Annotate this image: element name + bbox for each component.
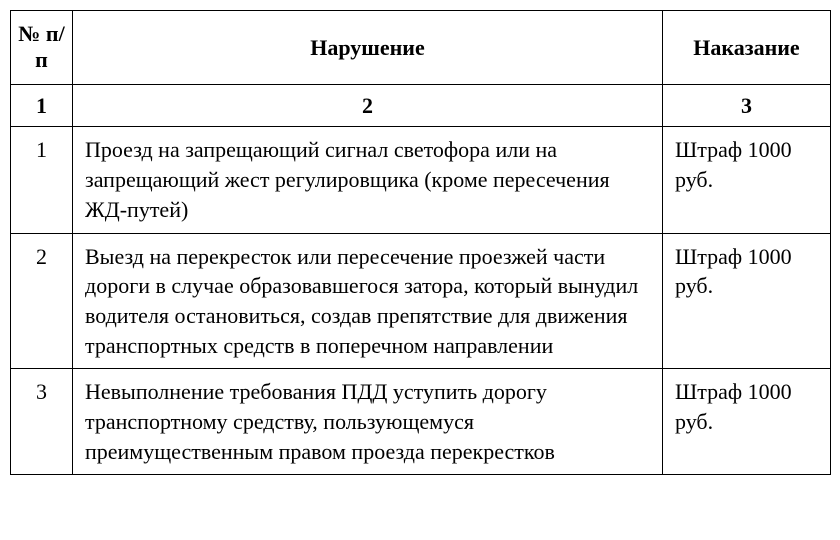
violations-table: № п/п Нарушение Наказание 1 2 3 1 Проезд… <box>10 10 831 475</box>
cell-violation: Проезд на запрещающий сигнал светофора и… <box>73 127 663 233</box>
cell-number: 2 <box>11 233 73 369</box>
cell-violation: Невыполнение требования ПДД уступить дор… <box>73 369 663 475</box>
cell-violation: Выезд на перекресток или пересечение про… <box>73 233 663 369</box>
header-violation: Нарушение <box>73 11 663 85</box>
table-row: 3 Невыполнение требования ПДД уступить д… <box>11 369 831 475</box>
subheader-number: 1 <box>11 84 73 127</box>
subheader-violation: 2 <box>73 84 663 127</box>
cell-penalty: Штраф 1000 руб. <box>663 369 831 475</box>
cell-penalty: Штраф 1000 руб. <box>663 233 831 369</box>
table-row: 2 Выезд на перекресток или пересечение п… <box>11 233 831 369</box>
subheader-penalty: 3 <box>663 84 831 127</box>
table-subheader-row: 1 2 3 <box>11 84 831 127</box>
cell-number: 1 <box>11 127 73 233</box>
header-number: № п/п <box>11 11 73 85</box>
header-penalty: Наказание <box>663 11 831 85</box>
cell-penalty: Штраф 1000 руб. <box>663 127 831 233</box>
table-header-row: № п/п Нарушение Наказание <box>11 11 831 85</box>
table-row: 1 Проезд на запрещающий сигнал светофора… <box>11 127 831 233</box>
cell-number: 3 <box>11 369 73 475</box>
